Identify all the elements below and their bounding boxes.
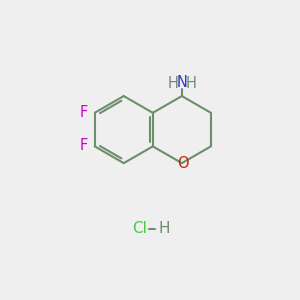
Text: H: H <box>185 76 196 91</box>
Text: H: H <box>168 76 178 91</box>
Text: N: N <box>176 75 187 90</box>
Text: Cl: Cl <box>132 221 147 236</box>
Text: O: O <box>178 156 189 171</box>
Text: H: H <box>159 221 170 236</box>
Text: F: F <box>80 105 88 120</box>
Text: F: F <box>80 138 88 153</box>
